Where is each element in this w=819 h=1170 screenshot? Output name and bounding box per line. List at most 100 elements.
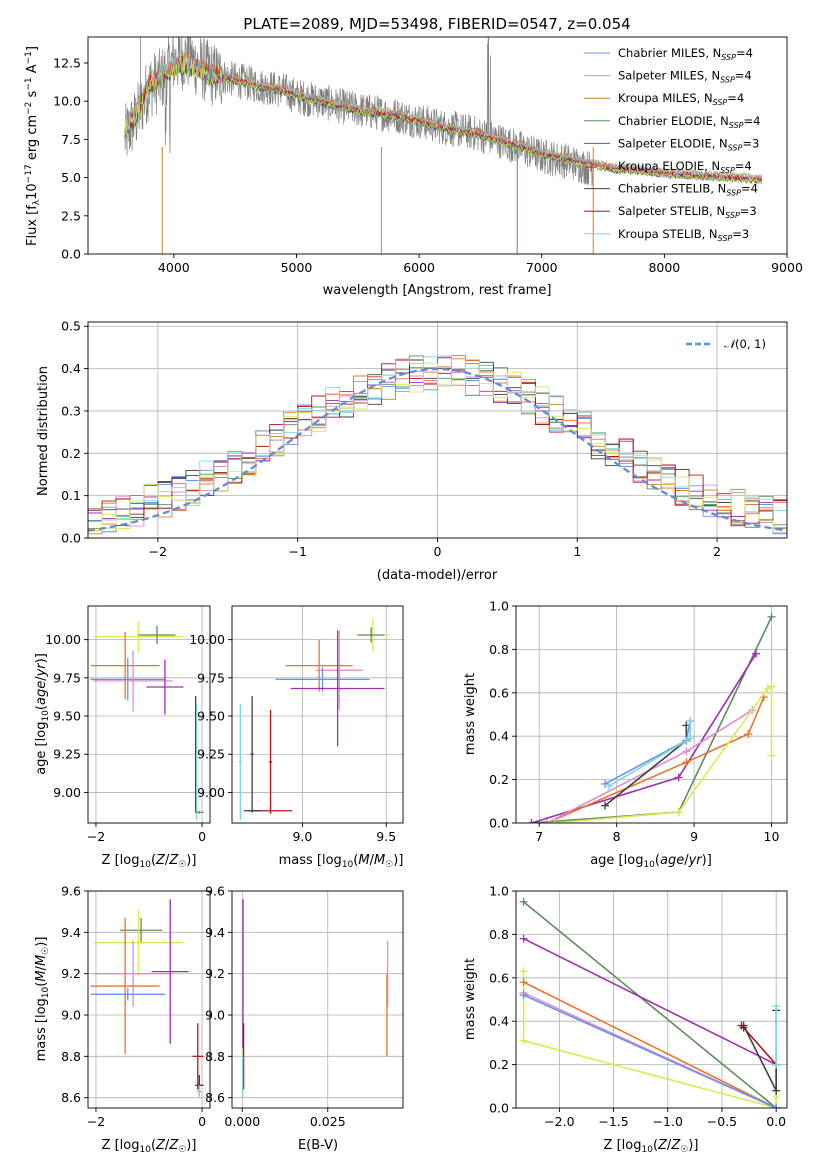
legend-label: Chabrier ELODIE, NSSP=4 (618, 114, 760, 130)
weight-marker (674, 773, 683, 782)
legend-label: Kroupa ELODIE, NSSP=4 (618, 159, 752, 175)
errorbar-cross (196, 1085, 203, 1098)
x-tick-label: −2 (87, 829, 105, 844)
weight-marker (686, 717, 695, 726)
x-tick-label: 8000 (648, 260, 680, 275)
weight-marker (767, 751, 776, 760)
legend-label: Chabrier STELIB, NSSP=4 (618, 182, 758, 198)
ebv-mass-panel: 0.000 0.025 8.6 8.8 9.0 9.2 9.4 9.6 (205, 884, 404, 1129)
residual-histogram (88, 355, 787, 529)
errorbar-cross (195, 810, 204, 814)
errorbar-cross (93, 621, 184, 652)
plot-area (516, 606, 787, 823)
errorbar-cross (285, 639, 353, 692)
x-tick-label: 10 (764, 829, 780, 844)
errorbar-cross (195, 696, 197, 813)
errorbar-cross (151, 899, 189, 1044)
y-tick-label: 9.75 (197, 670, 225, 685)
z-mass-ylabel: mass [log10(M/M☉)] (34, 937, 51, 1062)
weight-line (531, 653, 757, 823)
x-tick-label: 7 (535, 829, 543, 844)
x-tick-label: 9.5 (376, 829, 396, 844)
y-tick-label: 9.4 (61, 925, 81, 940)
y-tick-label: 0.4 (489, 729, 509, 744)
weight-marker (542, 819, 551, 823)
y-tick-label: 0.1 (61, 488, 81, 503)
weight-line (546, 709, 753, 823)
y-tick-label: 0.8 (489, 927, 509, 942)
mass-age-xlabel: mass [log10(M/M☉)] (279, 853, 404, 870)
residuals-legend: 𝒩(0, 1) (686, 337, 766, 351)
residuals-ylabel: Normed distribution (36, 366, 51, 496)
errorbar-cross (268, 709, 273, 814)
normal-curve (88, 367, 787, 532)
y-tick-label: 0.0 (61, 247, 81, 262)
y-tick-label: 9.50 (197, 709, 225, 724)
axes-frame (87, 321, 788, 539)
legend-label: Salpeter STELIB, NSSP=3 (618, 204, 757, 220)
y-tick-label: 9.2 (205, 966, 225, 981)
errorbar-cross (357, 627, 385, 643)
ebv-mass-xlabel: E(B-V) (298, 1138, 338, 1153)
weight-line (523, 901, 777, 1108)
x-tick-label: 6000 (403, 260, 435, 275)
x-tick-label: 0 (198, 829, 206, 844)
y-tick-label: 5.0 (61, 170, 81, 185)
y-tick-label: 0.6 (489, 685, 509, 700)
plot-area (232, 606, 403, 823)
x-tick-label: 2 (713, 544, 721, 559)
residuals-panel: −2 −1 0 1 2 0.0 0.1 0.2 0.3 0.4 0.5 (61, 319, 788, 559)
errorbar-cross (93, 940, 173, 1007)
weight-marker (604, 782, 613, 791)
errorbar-cross (290, 630, 385, 747)
weight-marker (519, 967, 528, 976)
plot-area (232, 891, 403, 1108)
weight-marker (767, 612, 776, 621)
y-tick-label: 9.50 (53, 709, 81, 724)
weight-line (523, 981, 777, 1108)
mass-age-panel: 9.0 9.5 9.00 9.25 9.50 9.75 10.00 (189, 605, 404, 844)
errorbar-cross (315, 630, 363, 710)
weight-marker (550, 819, 559, 823)
x-tick-label: 1 (573, 544, 581, 559)
plot-area (88, 322, 787, 538)
weight-line (522, 971, 778, 1108)
z-mass-xlabel: Z [log10(Z/Z☉)] (102, 1138, 197, 1155)
x-tick-label: −1.0 (653, 1114, 683, 1129)
y-tick-label: 0.3 (61, 403, 81, 418)
weight-marker (739, 1021, 748, 1030)
weight-marker (519, 1036, 528, 1045)
y-tick-label: 0.2 (489, 1057, 509, 1072)
weight-marker (519, 934, 528, 943)
axes-frame (515, 890, 788, 1109)
age-weight-panel: 7 8 9 10 0.0 0.2 0.4 0.6 0.8 1.0 (489, 599, 788, 844)
errorbar-cross (192, 1023, 204, 1090)
x-tick-label: −1.5 (598, 1114, 628, 1129)
spectrum-xlabel: wavelength [Angstrom, rest frame] (323, 283, 552, 298)
z-age-xlabel: Z [log10(Z/Z☉)] (102, 853, 197, 870)
age-weight-ylabel: mass weight (463, 673, 478, 755)
legend-label: Salpeter ELODIE, NSSP=3 (618, 136, 759, 152)
y-tick-label: 10.0 (53, 94, 81, 109)
axes-frame (231, 890, 404, 1109)
legend-label: Kroupa STELIB, NSSP=3 (618, 227, 749, 243)
errorbar-cross (138, 625, 176, 645)
y-tick-label: 9.0 (61, 1008, 81, 1023)
y-tick-label: 9.25 (197, 747, 225, 762)
weight-marker (772, 1002, 781, 1011)
y-tick-label: 0.4 (61, 361, 81, 376)
y-tick-label: 0.5 (61, 319, 81, 334)
axes-frame (87, 890, 211, 1109)
plot-area (88, 606, 210, 823)
spectrum-data (124, 37, 594, 187)
y-tick-label: 9.2 (61, 966, 81, 981)
residual-histogram (88, 359, 787, 532)
y-tick-label: 9.00 (53, 785, 81, 800)
errorbar-cross (196, 703, 198, 820)
weight-marker (752, 649, 761, 658)
x-tick-label: −2 (149, 544, 167, 559)
y-tick-label: 1.0 (489, 599, 509, 614)
weight-marker (682, 747, 691, 756)
y-tick-label: 10.00 (45, 632, 81, 647)
y-tick-label: 8.8 (205, 1049, 225, 1064)
